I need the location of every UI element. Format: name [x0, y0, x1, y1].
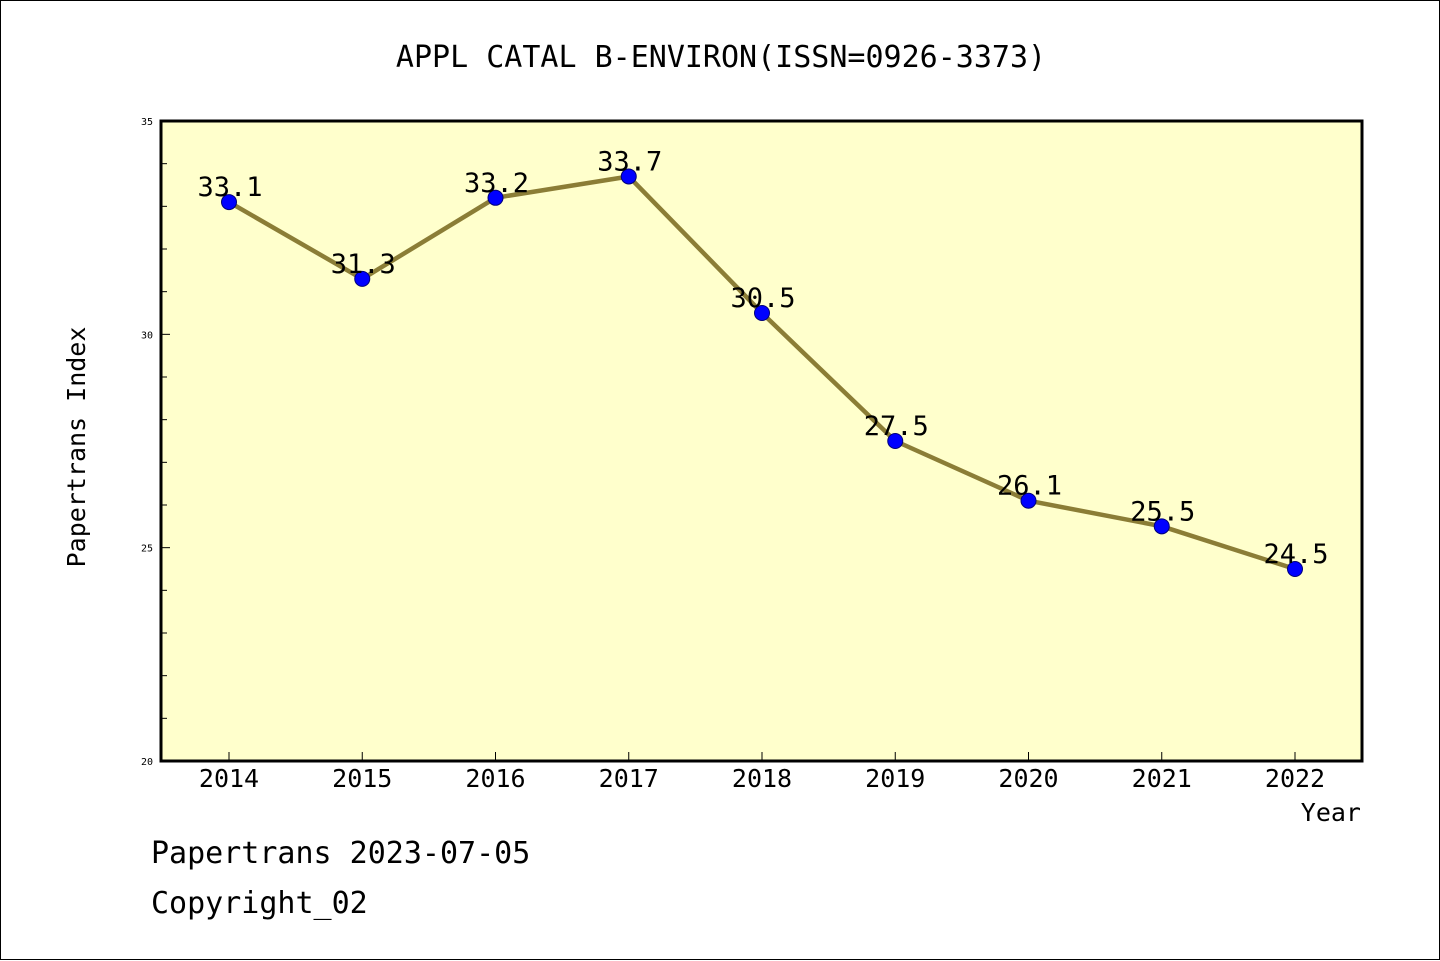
data-point-marker [221, 194, 237, 211]
x-tick-label: 2020 [998, 764, 1058, 793]
x-tick-label: 2018 [732, 764, 792, 793]
y-axis-title: Papertrans Index [62, 327, 91, 568]
data-label: 33.7 [597, 146, 662, 177]
data-point-marker [487, 189, 504, 206]
data-label: 31.3 [331, 249, 396, 280]
x-tick-label: 2015 [332, 764, 392, 793]
y-tick-label: 35 [141, 117, 153, 128]
chart-title: APPL CATAL B-ENVIRON(ISSN=0926-3373) [396, 40, 1046, 75]
data-point-marker [354, 270, 371, 287]
x-tick-label: 2019 [865, 764, 925, 793]
x-axis-ticks: 2014 2015 2016 2017 2018 2019 2020 2021 2022 [199, 752, 1325, 793]
data-labels: 33.1 31.3 33.2 33.7 30.5 27.5 26.1 25.5 24.5 [197, 146, 1328, 570]
data-label: 27.5 [864, 411, 929, 442]
x-tick-label: 2021 [1132, 764, 1192, 793]
data-point-marker [1020, 492, 1037, 509]
data-point-marker [1153, 518, 1170, 535]
footer-copyright: Copyright_02 [151, 886, 368, 921]
data-point-marker [754, 305, 770, 321]
x-tick-label: 2014 [199, 764, 259, 793]
x-axis-title: Year [1301, 798, 1361, 827]
footer-date-line: Papertrans 2023-07-05 [151, 836, 531, 871]
data-markers [221, 168, 1303, 577]
y-axis-ticks: 20 25 30 35 [141, 117, 170, 768]
x-tick-label: 2016 [465, 764, 525, 793]
data-point-marker [620, 168, 637, 185]
x-tick-label: 2017 [599, 764, 659, 793]
data-label: 24.5 [1263, 539, 1328, 570]
x-tick-label: 2022 [1265, 764, 1325, 793]
plot-area [159, 119, 1364, 763]
data-label: 33.2 [464, 168, 529, 199]
data-label: 25.5 [1130, 496, 1195, 527]
y-tick-label: 20 [141, 757, 153, 768]
y-tick-label: 30 [141, 330, 153, 341]
data-label: 26.1 [997, 471, 1062, 502]
data-label: 33.1 [197, 172, 262, 203]
data-point-marker [887, 433, 904, 449]
data-point-marker [1287, 561, 1303, 577]
y-tick-label: 25 [141, 544, 153, 555]
data-label: 30.5 [730, 283, 795, 314]
